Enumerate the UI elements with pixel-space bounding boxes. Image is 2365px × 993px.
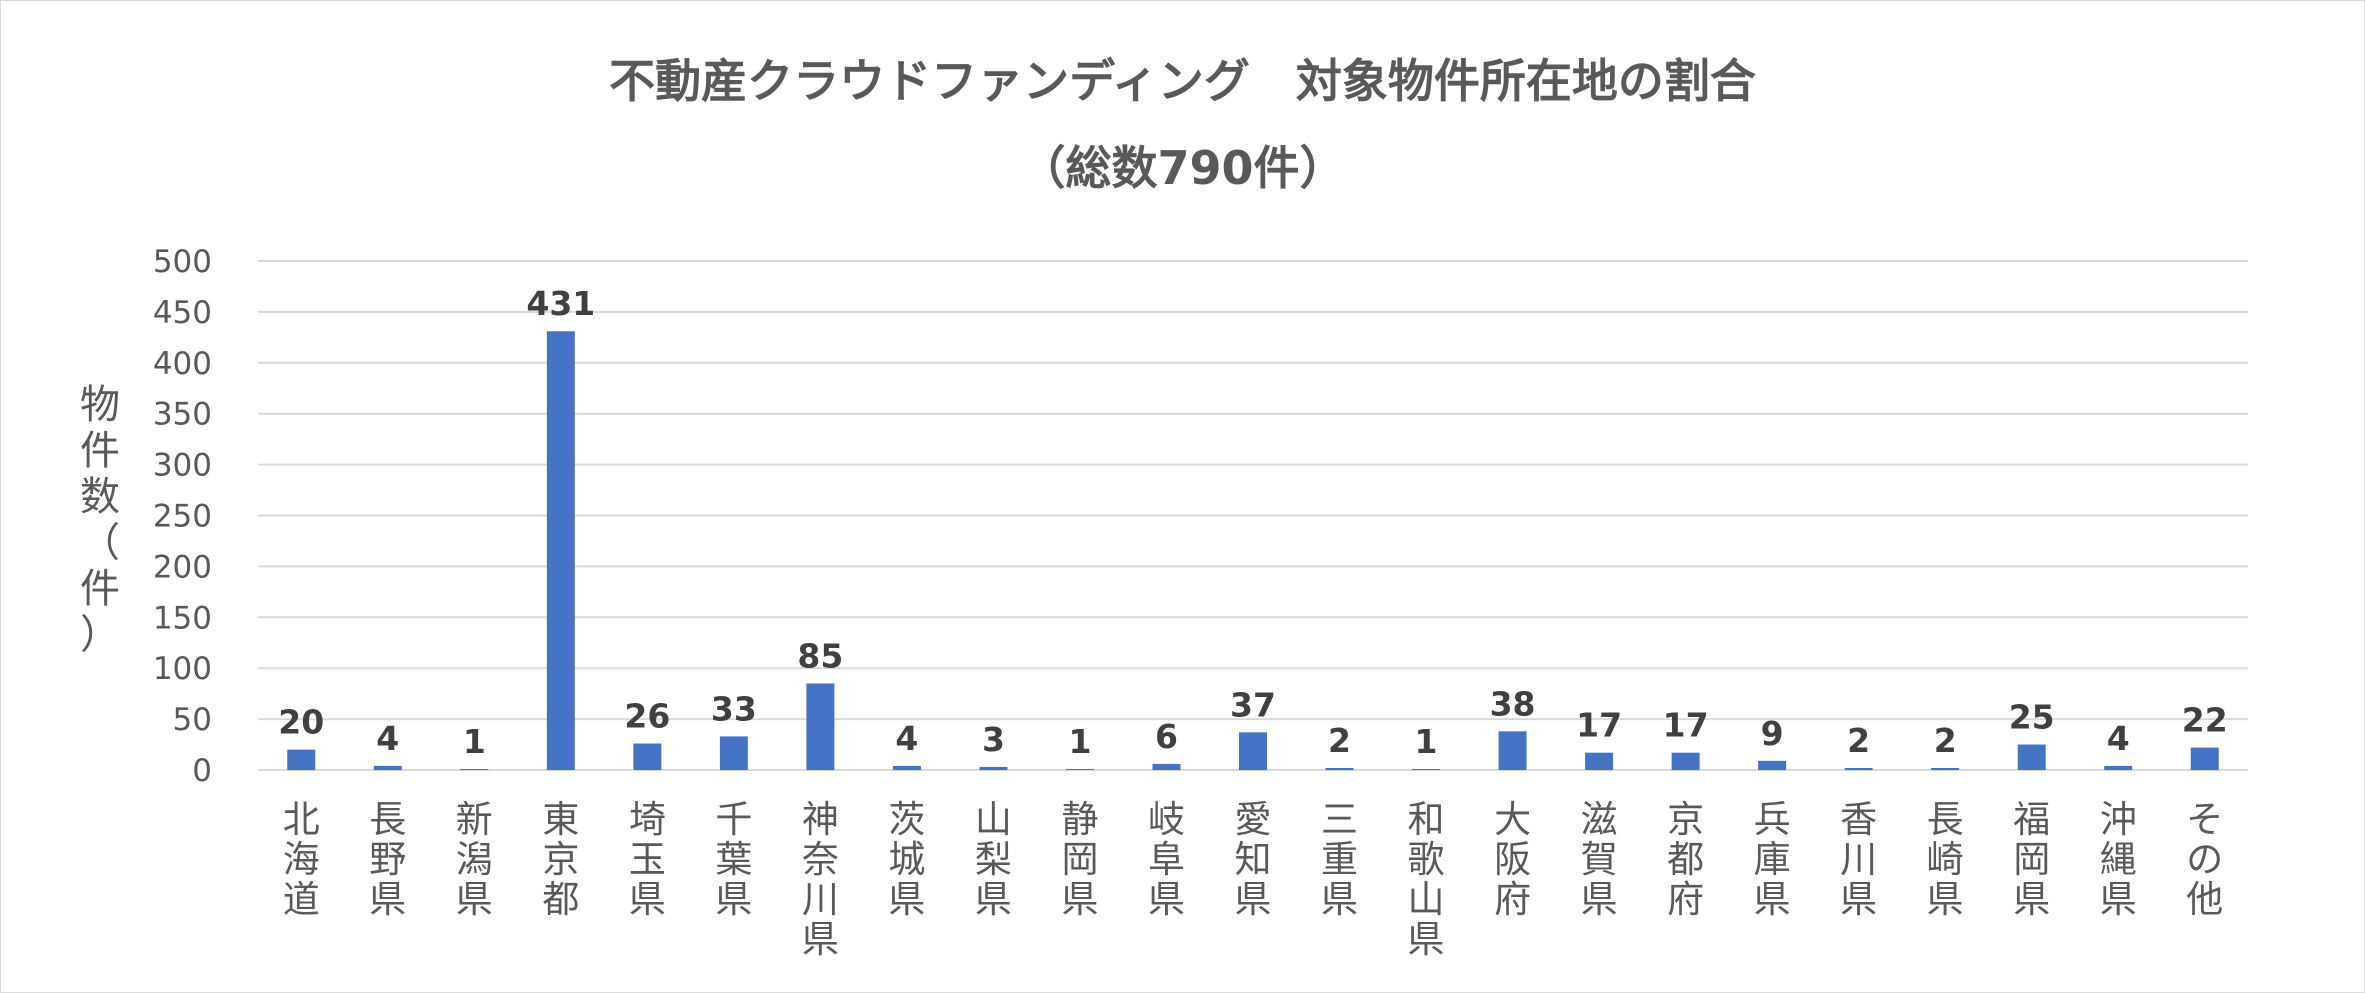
bar-長崎県	[1931, 767, 1960, 770]
data-label-京都府: 17	[1663, 706, 1709, 745]
bars	[287, 331, 2219, 770]
data-label-静岡県: 1	[1068, 722, 1091, 761]
bar-香川県	[1844, 767, 1873, 770]
bar-兵庫県	[1758, 760, 1787, 770]
data-label-神奈川県: 85	[797, 636, 843, 675]
bar-山梨県	[979, 766, 1008, 770]
y-tick-label-350: 350	[153, 397, 212, 433]
bar-千葉県	[719, 736, 748, 770]
x-tick-label-岐阜県: 岐阜県	[1148, 798, 1185, 921]
x-tick-label-静岡県: 静岡県	[1061, 798, 1098, 921]
data-label-和歌山県: 1	[1415, 722, 1438, 761]
x-tick-label-長崎県: 長崎県	[1927, 798, 1964, 921]
data-label-千葉県: 33	[711, 689, 757, 728]
x-axis-ticks: 北海道 長野県 新潟県 東京都 埼玉県 千葉県 神奈川県 茨城県 山梨県 静岡県 岐阜県 愛知県 三重県…	[283, 798, 2223, 961]
data-label-沖縄県: 4	[2107, 719, 2130, 758]
y-tick-label-50: 50	[173, 702, 212, 738]
bar-沖縄県	[2104, 765, 2133, 770]
bar-三重県	[1325, 767, 1354, 770]
bar-愛知県	[1239, 732, 1267, 770]
data-label-香川県: 2	[1847, 721, 1870, 760]
y-tick-label-0: 0	[192, 753, 212, 789]
y-tick-label-250: 250	[153, 499, 212, 535]
data-label-その他: 22	[2182, 701, 2228, 740]
bar-埼玉県	[633, 743, 662, 770]
bar-茨城県	[892, 765, 921, 770]
x-tick-label-香川県: 香川県	[1840, 798, 1877, 921]
bar-長野県	[373, 765, 402, 770]
data-label-新潟県: 1	[463, 722, 486, 761]
data-label-東京都: 431	[526, 284, 595, 323]
x-tick-label-東京都: 東京都	[542, 798, 579, 921]
x-tick-label-新潟県: 新潟県	[456, 798, 493, 921]
bar-神奈川県	[806, 683, 835, 770]
y-tick-label-150: 150	[153, 600, 212, 636]
x-tick-label-大阪府: 大阪府	[1494, 798, 1531, 921]
data-label-福岡県: 25	[2009, 698, 2055, 737]
data-label-愛知県: 37	[1230, 685, 1276, 724]
data-label-兵庫県: 9	[1761, 714, 1784, 753]
x-tick-label-茨城県: 茨城県	[888, 798, 925, 921]
x-tick-label-和歌山県: 和歌山県	[1408, 798, 1445, 961]
bar-その他	[2190, 747, 2219, 770]
bar-東京都	[546, 331, 575, 770]
data-label-長崎県: 2	[1934, 721, 1957, 760]
x-tick-label-その他: その他	[2186, 798, 2223, 921]
y-tick-label-100: 100	[153, 651, 212, 687]
x-tick-label-千葉県: 千葉県	[715, 798, 752, 921]
x-tick-label-滋賀県: 滋賀県	[1581, 798, 1618, 921]
data-label-三重県: 2	[1328, 721, 1351, 760]
data-label-山梨県: 3	[982, 720, 1005, 759]
bar-福岡県	[2017, 744, 2046, 770]
x-tick-label-神奈川県: 神奈川県	[802, 798, 839, 961]
data-label-茨城県: 4	[895, 719, 918, 758]
x-tick-label-京都府: 京都府	[1667, 798, 1704, 921]
bar-京都府	[1671, 752, 1700, 770]
x-tick-label-北海道: 北海道	[283, 798, 320, 921]
data-label-大阪府: 38	[1490, 684, 1536, 723]
data-label-北海道: 20	[278, 703, 324, 742]
bar-静岡県	[1065, 768, 1094, 770]
x-tick-label-兵庫県: 兵庫県	[1754, 798, 1791, 921]
y-axis-label: 物件数（件）	[80, 382, 120, 658]
chart-subtitle: （総数790件）	[1019, 141, 1346, 195]
chart-title: 不動産クラウドファンディング 対象物件所在地の割合	[609, 54, 1756, 108]
data-label-長野県: 4	[376, 719, 399, 758]
data-label-岐阜県: 6	[1155, 717, 1178, 756]
x-tick-label-埼玉県: 埼玉県	[629, 798, 666, 921]
x-tick-label-長野県: 長野県	[369, 798, 406, 921]
y-tick-label-400: 400	[153, 346, 212, 382]
y-axis-ticks: 0 50 100 150 200 250 300 350 400 450 500	[153, 244, 212, 789]
bar-北海道	[287, 749, 316, 770]
y-tick-label-500: 500	[153, 244, 212, 280]
y-tick-label-200: 200	[153, 549, 212, 585]
y-tick-label-450: 450	[153, 295, 212, 331]
bar-岐阜県	[1152, 763, 1181, 770]
bar-滋賀県	[1585, 752, 1614, 770]
bar-新潟県	[460, 768, 489, 770]
bar-大阪府	[1498, 731, 1527, 770]
x-tick-label-山梨県: 山梨県	[975, 798, 1012, 921]
x-tick-label-沖縄県: 沖縄県	[2100, 798, 2137, 921]
y-tick-label-300: 300	[153, 448, 212, 484]
bar-和歌山県	[1412, 768, 1441, 770]
y-axis-title: 物件数（件）	[80, 382, 120, 658]
data-label-埼玉県: 26	[624, 697, 670, 736]
x-tick-label-愛知県: 愛知県	[1235, 798, 1272, 921]
x-tick-label-三重県: 三重県	[1321, 798, 1358, 921]
data-label-滋賀県: 17	[1576, 706, 1622, 745]
x-tick-label-福岡県: 福岡県	[2013, 798, 2050, 921]
